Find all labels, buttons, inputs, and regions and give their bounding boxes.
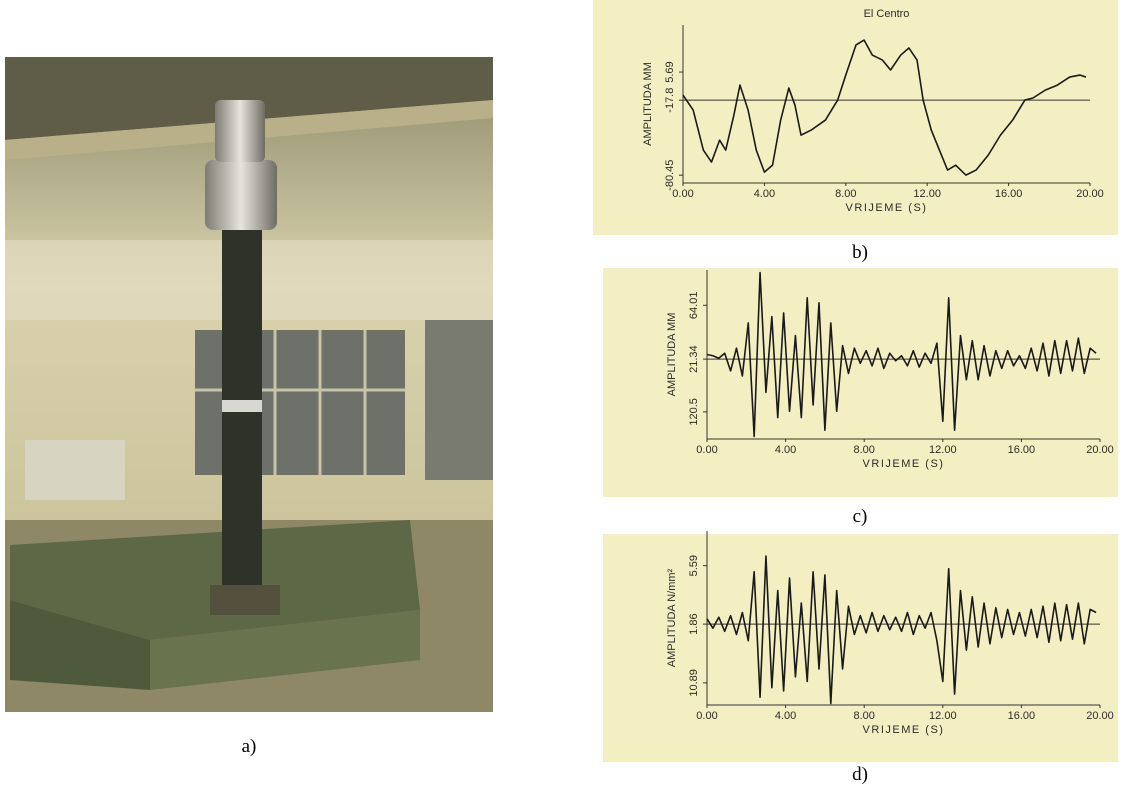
y-tick-label: 64.01	[688, 292, 700, 320]
y-tick-label: 1.86	[688, 613, 700, 634]
panel-bg	[603, 534, 1118, 762]
x-tick-label: 4.00	[754, 188, 775, 200]
y-axis-label: AMPLITUDA MM	[666, 313, 678, 397]
y-tick-label: 5.69	[664, 61, 676, 82]
x-tick-label: 20.00	[1076, 188, 1104, 200]
x-tick-label: 12.00	[929, 710, 957, 722]
caption: d)	[852, 764, 868, 785]
data-line	[706, 271, 1097, 438]
y-tick-label: 10.89	[688, 669, 700, 697]
caption: a)	[242, 736, 257, 757]
y-tick-label: 120.5	[688, 398, 700, 426]
x-axis-label: VRIJEME (S)	[863, 724, 945, 736]
x-tick-label: 8.00	[835, 188, 856, 200]
y-tick-label: -80.45	[664, 160, 676, 191]
chart-title: El Centro	[864, 8, 910, 20]
y-tick-label: 5.59	[688, 555, 700, 576]
x-tick-label: 0.00	[696, 710, 717, 722]
x-tick-label: 4.00	[775, 710, 796, 722]
data-line	[682, 39, 1087, 176]
x-axis-label: VRIJEME (S)	[863, 458, 945, 470]
x-tick-label: 12.00	[913, 188, 941, 200]
x-tick-label: 16.00	[1008, 710, 1036, 722]
x-tick-label: 20.00	[1086, 710, 1114, 722]
x-tick-label: 0.00	[672, 188, 693, 200]
y-axis-label: AMPLITUDA MM	[642, 62, 654, 146]
panel-bg	[603, 268, 1118, 497]
x-tick-label: 16.00	[1008, 444, 1036, 456]
x-tick-label: 12.00	[929, 444, 957, 456]
x-tick-label: 20.00	[1086, 444, 1114, 456]
caption: b)	[852, 242, 868, 263]
photo	[5, 57, 493, 712]
caption: c)	[853, 506, 868, 527]
y-tick-label: 21.34	[688, 345, 700, 373]
x-tick-label: 16.00	[995, 188, 1023, 200]
x-tick-label: 4.00	[775, 444, 796, 456]
y-axis-label: AMPLITUDA N/mm²	[666, 568, 678, 667]
x-tick-label: 8.00	[853, 710, 874, 722]
x-tick-label: 0.00	[696, 444, 717, 456]
y-tick-label: -17.8	[664, 88, 676, 113]
panel-bg	[593, 0, 1118, 235]
data-line	[706, 555, 1097, 705]
x-axis-label: VRIJEME (S)	[846, 202, 928, 214]
x-tick-label: 8.00	[853, 444, 874, 456]
